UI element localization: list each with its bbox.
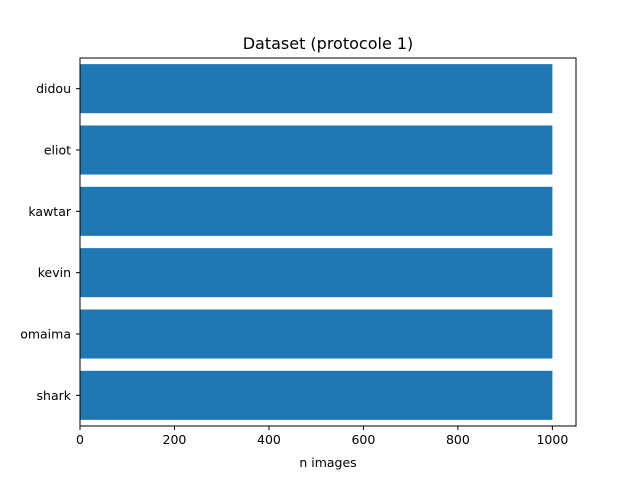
y-tick-label: omaima (20, 327, 71, 342)
x-axis-label: n images (299, 455, 356, 470)
bar-eliot (80, 125, 553, 175)
x-tick-label: 0 (76, 432, 84, 447)
chart-title: Dataset (protocole 1) (243, 34, 414, 53)
bar-kevin (80, 248, 553, 298)
bar-kawtar (80, 186, 553, 236)
y-tick-label: kawtar (28, 204, 71, 219)
x-tick-label: 800 (446, 432, 470, 447)
bar-didou (80, 64, 553, 114)
y-tick-label: eliot (44, 143, 71, 158)
bar-omaima (80, 309, 553, 359)
x-tick-label: 400 (257, 432, 281, 447)
plot-frame (79, 57, 577, 427)
bar-shark (80, 370, 553, 420)
y-tick-label: didou (36, 81, 71, 96)
x-axis-ticks: 0 200 400 600 800 1000 (76, 426, 568, 447)
x-tick-label: 200 (163, 432, 187, 447)
y-tick-label: kevin (38, 265, 71, 280)
x-tick-label: 1000 (536, 432, 568, 447)
x-tick-label: 600 (351, 432, 375, 447)
y-axis-ticks: didou eliot kawtar kevin omaima shark (20, 81, 80, 403)
y-tick-label: shark (37, 388, 72, 403)
bars-group (80, 64, 553, 420)
